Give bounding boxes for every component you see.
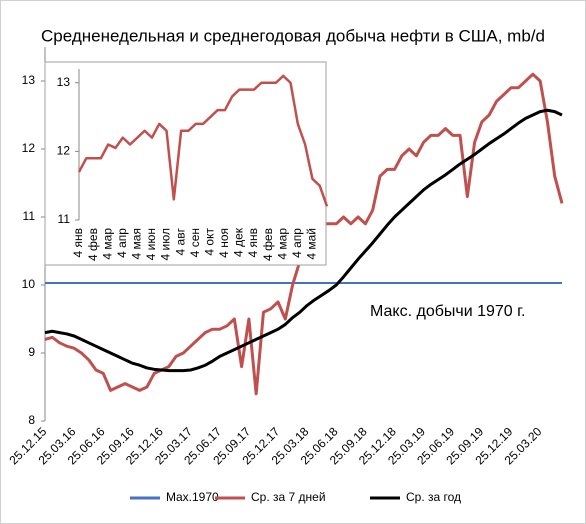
- y-tick-label: 8: [28, 413, 35, 427]
- y-tick-label: 12: [22, 141, 36, 155]
- legend-label: Ср. за год: [406, 490, 461, 504]
- y-tick-label: 10: [22, 277, 36, 291]
- x-tick-label: 4 янв: [71, 228, 85, 258]
- x-tick-label: 4 май: [305, 228, 319, 260]
- x-tick-label: 4 апр: [290, 228, 304, 258]
- x-tick-label: 4 апр: [115, 228, 129, 258]
- x-tick-label: 4 мая: [130, 228, 144, 259]
- series-line: [44, 108, 563, 373]
- y-tick-label: 11: [58, 212, 71, 226]
- x-tick-label: 4 ноя: [217, 228, 231, 258]
- annotation: Макс. добычи 1970 г.: [370, 303, 525, 320]
- x-tick-label: 4 июл: [159, 228, 173, 260]
- legend-label: Ср. за 7 дней: [251, 490, 326, 504]
- x-tick-label: 4 сен: [188, 228, 202, 257]
- x-tick-label: 4 окт: [202, 227, 216, 255]
- x-tick-label: 4 фев: [261, 228, 275, 261]
- legend: Max.1970 Ср. за 7 дней Ср. за год: [130, 490, 461, 504]
- series-line: [77, 74, 329, 207]
- y-tick-label: 12: [57, 144, 71, 158]
- y-tick-label: 13: [57, 75, 71, 89]
- x-tick-label: 4 авг: [173, 227, 187, 255]
- x-tick-label: 4 июн: [144, 228, 158, 260]
- y-tick-label: 9: [28, 345, 35, 359]
- legend-label: Max.1970: [166, 490, 219, 504]
- x-tick-label: 4 дек: [232, 227, 246, 257]
- x-tick-label: 4 мар: [275, 228, 289, 260]
- x-tick-label: 4 янв: [246, 228, 260, 258]
- x-tick-label: 4 мар: [100, 228, 114, 260]
- chart-title: Средненедельная и среднегодовая добыча н…: [41, 26, 545, 45]
- y-tick-label: 11: [23, 209, 36, 223]
- y-tick-label: 13: [22, 73, 36, 87]
- x-tick-label: 4 фев: [86, 228, 100, 261]
- inset-frame: [44, 61, 327, 266]
